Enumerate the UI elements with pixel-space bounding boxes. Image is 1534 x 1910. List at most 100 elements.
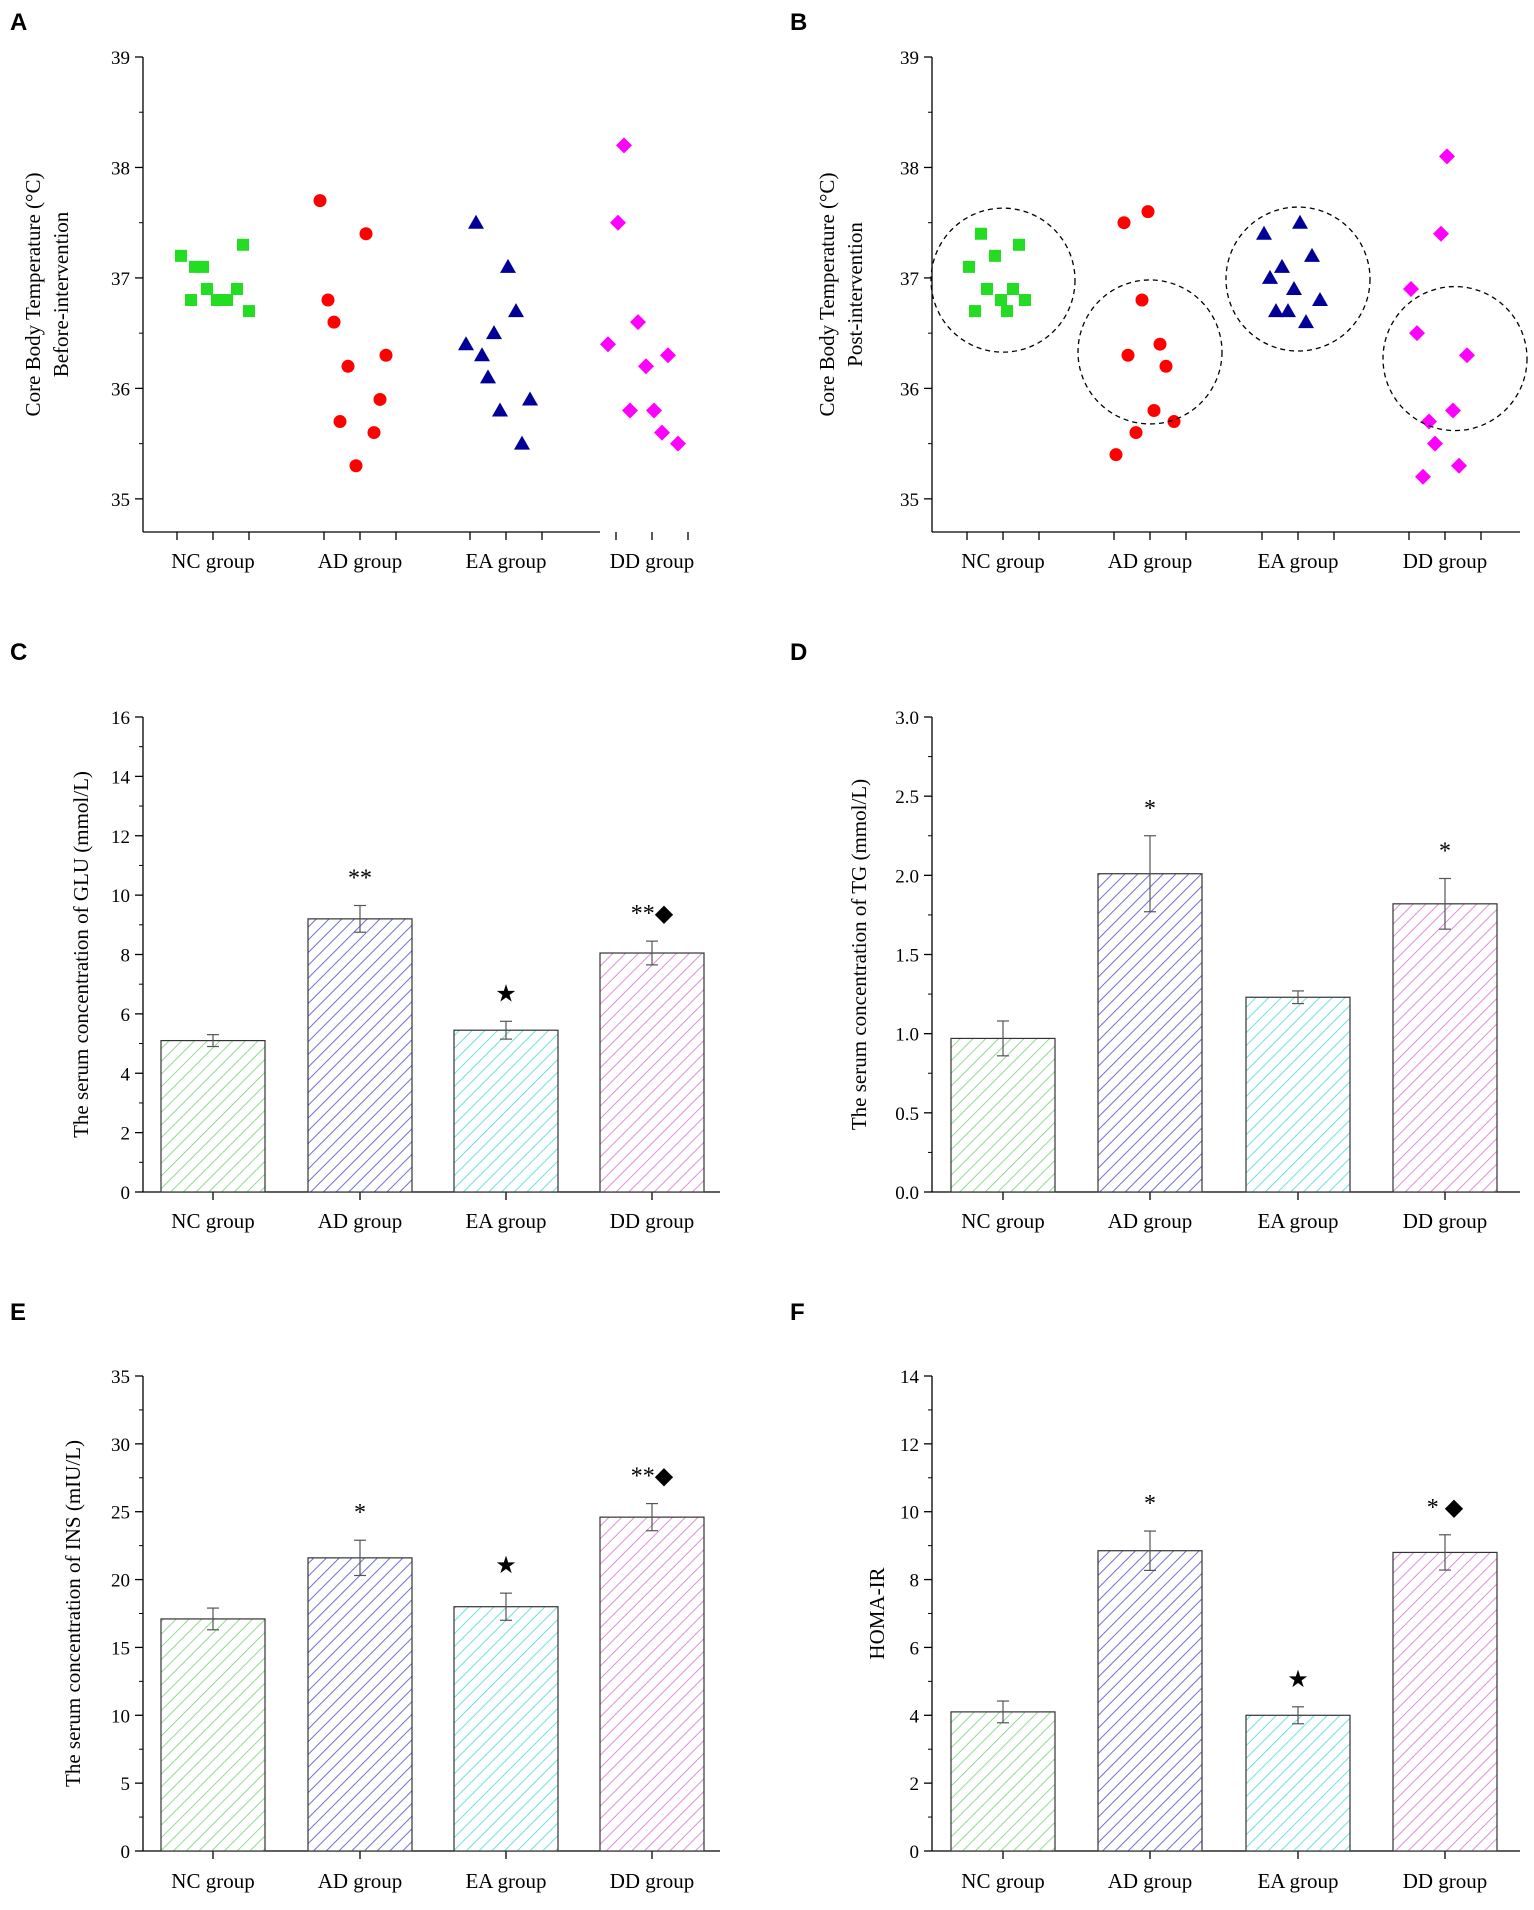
data-point (474, 347, 490, 362)
y-tick-label: 10 (111, 1706, 130, 1727)
y-tick-label: 38 (900, 158, 919, 179)
data-point (486, 325, 502, 340)
x-tick-label: NC group (961, 549, 1044, 573)
x-tick-label: EA group (465, 549, 546, 573)
data-point (221, 294, 233, 307)
panel-f: F 0 2 4 6 8 10 12 14 NC group AD group EA group DD g… (790, 1299, 1520, 1893)
x-tick-label: DD group (1403, 1869, 1488, 1893)
data-point (630, 314, 646, 331)
panel-c: C 0 2 4 6 8 10 12 14 16 NC group AD group EA group DD… (10, 639, 720, 1233)
data-point (1445, 402, 1461, 419)
y-tick-label: 4 (910, 1706, 920, 1727)
data-point (1147, 403, 1161, 417)
data-point (333, 415, 347, 429)
y-tick-label: 25 (111, 1503, 130, 1524)
data-point (468, 214, 484, 229)
data-point (237, 238, 249, 251)
data-point (670, 435, 686, 452)
y-tick-label: 39 (900, 48, 919, 69)
data-point (981, 282, 993, 295)
y-tick-label: 15 (111, 1638, 130, 1659)
y-tick-label: 0.0 (895, 1183, 919, 1204)
x-tick-label: EA group (465, 1869, 546, 1893)
data-point (1415, 468, 1431, 485)
significance-label: * (1144, 1491, 1156, 1517)
data-point (1280, 303, 1296, 318)
data-point (522, 391, 538, 406)
group-cluster-circle (1225, 206, 1371, 352)
data-point (1007, 282, 1019, 295)
x-tick-label: DD group (610, 549, 695, 573)
data-point (610, 214, 626, 231)
panel-e: E 0 5 10 15 20 25 30 35 NC group AD group EA group D… (10, 1299, 720, 1893)
data-point (1286, 280, 1302, 295)
y-tick-label: 14 (900, 1367, 920, 1388)
bar-dd (599, 952, 705, 1193)
data-point (969, 305, 981, 318)
data-point (197, 260, 209, 273)
panel-d: D 0.0 0.5 1.0 1.5 2.0 2.5 3.0 NC group AD group EA… (790, 639, 1520, 1233)
y-tick-label: 37 (900, 269, 919, 290)
data-point (1427, 435, 1443, 452)
y-axis-label: Before-intervention (49, 211, 73, 377)
data-point (1433, 225, 1449, 242)
data-point (367, 426, 381, 440)
data-point (341, 359, 355, 373)
group-cluster-circle (1077, 279, 1223, 425)
y-tick-label: 35 (900, 490, 919, 511)
y-tick-label: 10 (900, 1503, 919, 1524)
data-point (1262, 269, 1278, 284)
data-point (1121, 348, 1135, 362)
data-point (500, 258, 516, 273)
y-axis-label: Post-intervention (843, 222, 867, 367)
x-tick-label: EA group (1257, 549, 1338, 573)
y-axis-label: HOMA-IR (865, 1567, 889, 1659)
data-point (654, 424, 670, 441)
x-tick-label: NC group (171, 549, 254, 573)
y-tick-label: 39 (111, 48, 130, 69)
x-tick-label: AD group (1108, 1209, 1193, 1233)
data-point (349, 459, 363, 473)
bar-dd (1392, 1551, 1498, 1852)
bar-ea (453, 1029, 559, 1193)
y-tick-label: 14 (111, 767, 131, 788)
data-point (1153, 337, 1167, 351)
x-tick-label: NC group (961, 1209, 1044, 1233)
significance-label: ★ (495, 1553, 517, 1579)
x-tick-label: AD group (318, 549, 403, 573)
y-axis-label: The serum concentration of GLU (mmol/L) (69, 771, 93, 1138)
x-tick-label: NC group (961, 1869, 1044, 1893)
panel-b: B 35 36 37 38 39 NC group AD group EA group DD gr… (790, 9, 1528, 573)
y-tick-label: 1.0 (895, 1025, 919, 1046)
y-tick-label: 3.0 (895, 708, 919, 729)
x-tick-label: DD group (610, 1209, 695, 1233)
y-tick-label: 36 (111, 379, 130, 400)
y-tick-label: 12 (111, 827, 130, 848)
x-tick-label: AD group (1108, 1869, 1193, 1893)
data-point (1451, 457, 1467, 474)
data-point (1409, 325, 1425, 342)
data-point (963, 260, 975, 273)
data-point (622, 402, 638, 419)
bar-dd (1392, 903, 1498, 1193)
data-point (1268, 303, 1284, 318)
data-point (1019, 294, 1031, 307)
y-tick-label: 2.5 (895, 787, 919, 808)
data-point (1256, 225, 1272, 240)
bar-ad (307, 1557, 413, 1852)
data-point (989, 249, 1001, 262)
bar-nc (160, 1039, 266, 1193)
y-tick-label: 0 (121, 1842, 131, 1863)
data-point (321, 293, 335, 307)
y-tick-label: 2 (910, 1774, 920, 1795)
data-point (1001, 305, 1013, 318)
y-tick-label: 36 (900, 379, 919, 400)
bar-nc (950, 1711, 1056, 1852)
data-point (1439, 148, 1455, 165)
data-point (243, 305, 255, 318)
x-tick-label: NC group (171, 1209, 254, 1233)
data-point (458, 336, 474, 351)
y-tick-label: 12 (900, 1435, 919, 1456)
y-tick-label: 35 (111, 1367, 130, 1388)
